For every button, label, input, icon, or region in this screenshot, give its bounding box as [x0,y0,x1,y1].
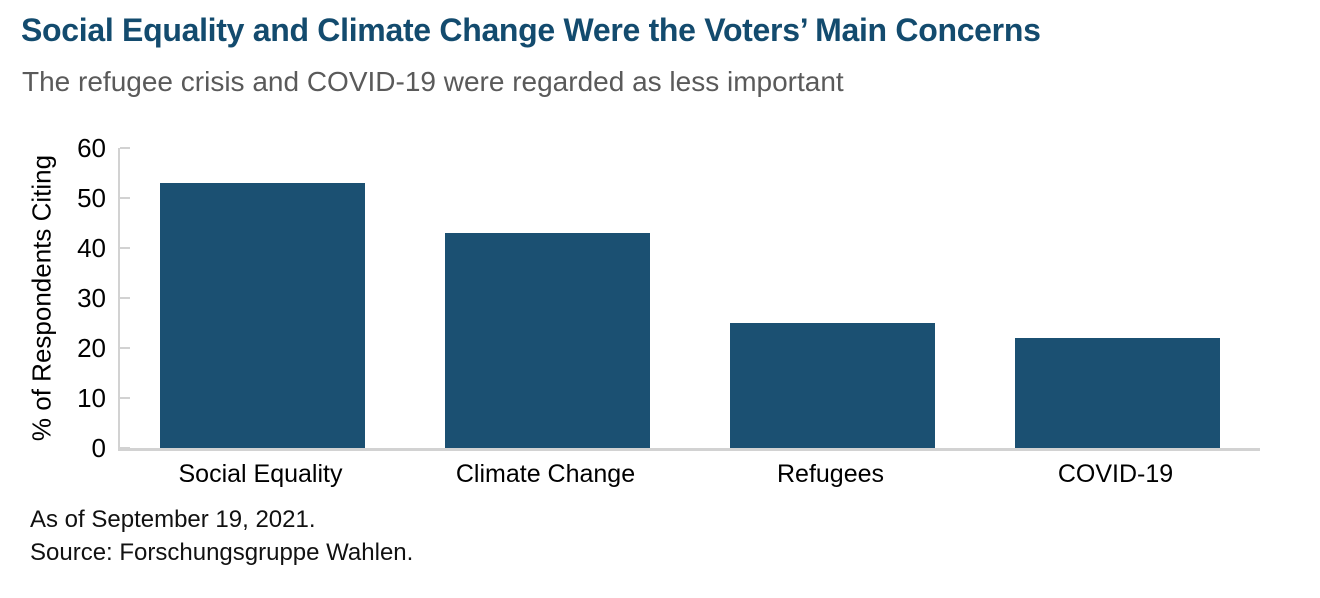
bar-climate-change [444,233,651,448]
x-axis-line [118,448,1260,451]
y-tick-label: 60 [77,133,106,163]
bar-slot [405,148,690,448]
y-tick-mark [120,297,130,299]
y-tick-label: 50 [77,183,106,213]
y-tick-label: 30 [77,283,106,313]
y-axis-ticks: 0 10 20 30 40 50 60 [0,135,106,461]
y-tick-mark [120,247,130,249]
footnote: As of September 19, 2021. Source: Forsch… [30,503,413,569]
bar-social-equality [159,183,366,448]
y-tick-label: 40 [77,233,106,263]
plot-area [118,147,1260,451]
footnote-source: Source: Forschungsgruppe Wahlen. [30,539,414,566]
y-tick-mark [120,347,130,349]
bar-slot [975,148,1260,448]
bar-covid-19 [1014,338,1221,448]
bar-slot [120,148,405,448]
chart-title: Social Equality and Climate Change Were … [21,12,1041,48]
y-tick-mark [120,397,130,399]
footnote-date: As of September 19, 2021. [30,506,316,533]
x-category-label: Climate Change [455,460,636,488]
x-labels-row: Social Equality Climate Change Refugees COV… [118,460,1258,489]
x-category-label: Refugees [776,460,885,488]
x-category-label: Social Equality [178,460,343,488]
bar-slot [690,148,975,448]
x-category-label: COVID-19 [1057,460,1174,488]
bars-row [120,148,1260,448]
chart-subtitle: The refugee crisis and COVID-19 were reg… [22,66,844,97]
y-tick-label: 20 [77,333,106,363]
y-tick-mark [120,147,130,149]
y-tick-label: 10 [77,383,106,413]
y-tick-mark [120,197,130,199]
bar-refugees [729,323,936,448]
y-tick-label: 0 [91,433,106,463]
